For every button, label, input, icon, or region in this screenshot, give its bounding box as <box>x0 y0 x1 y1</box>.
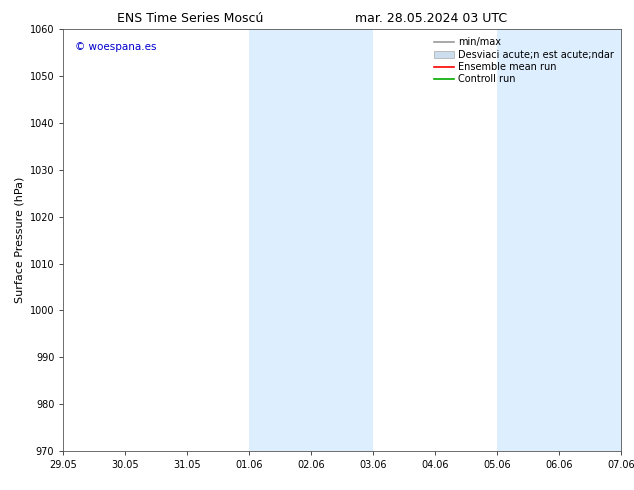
Y-axis label: Surface Pressure (hPa): Surface Pressure (hPa) <box>14 177 24 303</box>
Bar <box>249 29 373 451</box>
Text: mar. 28.05.2024 03 UTC: mar. 28.05.2024 03 UTC <box>355 12 507 25</box>
Bar <box>497 29 621 451</box>
Text: ENS Time Series Moscú: ENS Time Series Moscú <box>117 12 263 25</box>
Text: © woespana.es: © woespana.es <box>75 42 156 52</box>
Legend: min/max, Desviaci acute;n est acute;ndar, Ensemble mean run, Controll run: min/max, Desviaci acute;n est acute;ndar… <box>431 34 616 87</box>
